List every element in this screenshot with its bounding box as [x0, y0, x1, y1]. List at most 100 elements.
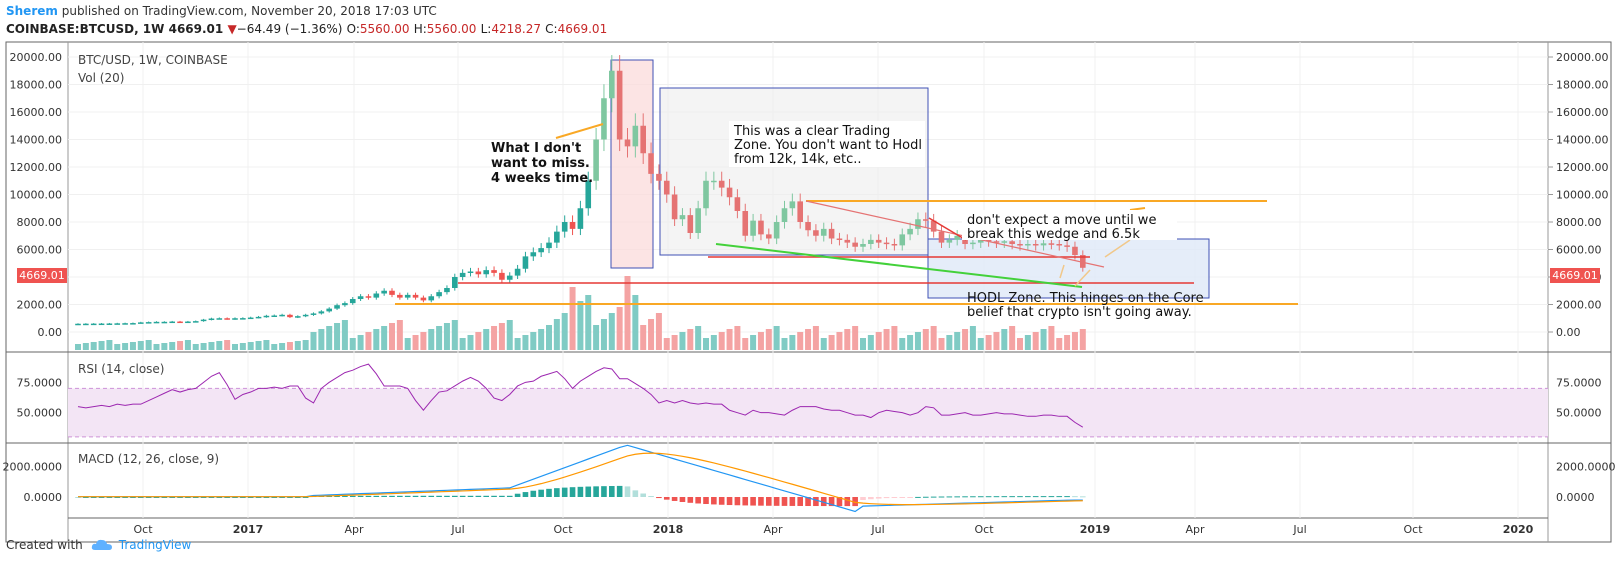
macd-pane: 2000.0000 2000.0000 0.0000 0.0000 [3, 444, 1616, 513]
candle-body [577, 208, 584, 229]
candle-body [153, 321, 160, 324]
volume-bar [710, 335, 717, 350]
volume-bar [381, 326, 388, 350]
macd-axis-tick: 2000.0000 [3, 461, 63, 474]
candle-body [138, 322, 144, 324]
candle-body [75, 323, 81, 326]
time-axis-tick: Apr [1185, 523, 1205, 536]
volume-bar [750, 335, 757, 350]
candle-body [703, 180, 709, 209]
time-axis: Oct 2017 Apr Jul Oct 2018 Apr Jul Oct 2019 Apr Jul O… [133, 523, 1533, 536]
candle-body [569, 222, 576, 229]
candle-body [404, 294, 411, 298]
volume-bar [695, 326, 702, 350]
volume-bar [1071, 332, 1078, 350]
macd-histogram-bar [648, 496, 654, 498]
time-axis-tick: 2017 [233, 523, 264, 536]
candle-body [773, 222, 780, 239]
candle-body [883, 242, 890, 245]
macd-histogram-bar [263, 497, 270, 498]
hodl-zone-box [927, 238, 1210, 299]
candle-body [585, 180, 592, 209]
macd-histogram-bar [232, 497, 238, 498]
candle-body [718, 180, 725, 188]
volume-bar [475, 332, 482, 350]
volume-bar [922, 329, 929, 350]
candle-body [326, 308, 332, 312]
candle-body [663, 180, 670, 195]
candle-body [970, 242, 976, 245]
volume-bar [985, 335, 992, 350]
macd-histogram-bar [499, 495, 505, 497]
candle-body [106, 323, 113, 325]
volume-bar [1001, 329, 1008, 350]
macd-histogram-bar [671, 497, 678, 501]
macd-histogram-bar [773, 497, 780, 506]
low-label: L: [480, 22, 492, 36]
volume-bar [993, 332, 1000, 350]
author-link[interactable]: Sherem [6, 4, 58, 18]
left-axis-tick: 18000.00 [10, 79, 63, 92]
macd-histogram-bar [726, 497, 733, 506]
macd-histogram-bar [444, 495, 450, 497]
price-badge-left [17, 268, 67, 283]
volume-bar [75, 344, 81, 350]
time-axis-tick: Apr [344, 523, 364, 536]
macd-histogram-bar [844, 497, 851, 507]
candle-body [318, 311, 325, 314]
volume-bar [177, 341, 184, 350]
macd-histogram-bar [828, 497, 835, 507]
macd-histogram-bar [805, 497, 811, 507]
candle-body [145, 322, 152, 324]
macd-histogram-bar [687, 497, 694, 503]
macd-histogram-bar [593, 486, 599, 497]
macd-histogram-bar [868, 497, 874, 500]
high-label: H: [413, 22, 427, 36]
candle-body [279, 314, 285, 317]
annotation-wedge-line1: don't expect a move until we [967, 213, 1156, 228]
macd-histogram-bar [349, 495, 356, 497]
macd-histogram-bar [373, 495, 380, 497]
candle-body [452, 277, 458, 288]
candle-body [561, 222, 568, 232]
rsi-legend: RSI (14, close) [78, 362, 164, 376]
annotation-lines [395, 123, 1298, 305]
macd-histogram-bar [554, 488, 560, 497]
volume-bar [585, 295, 592, 350]
candle-body [522, 256, 529, 269]
macd-histogram-bar [342, 495, 348, 497]
annotation-hodl-line1: HODL Zone. This hinges on the Core [967, 291, 1204, 306]
annotation-texts: What I don't want to miss. 4 weeks time.… [491, 121, 1204, 320]
macd-legend: MACD (12, 26, close, 9) [78, 452, 219, 466]
volume-bar [593, 325, 600, 350]
left-axis-tick: 8000.00 [17, 216, 63, 229]
candle-body [726, 187, 733, 198]
macd-histogram-bar [459, 495, 466, 497]
volume-bar [122, 343, 129, 350]
volume-bar [145, 340, 152, 350]
volume-bar [530, 332, 537, 350]
macd-histogram-bar [585, 486, 592, 497]
down-arrow-icon: ▼ [227, 22, 237, 36]
tradingview-link[interactable]: TradingView [118, 538, 192, 552]
macd-histogram-bar [1072, 496, 1078, 498]
candle-body [412, 294, 419, 298]
volume-bar [812, 326, 819, 350]
volume-bar [867, 335, 874, 350]
volume-bar [600, 319, 607, 350]
candle-body [836, 238, 843, 240]
candle-body [954, 235, 960, 240]
macd-histogram-bar [161, 497, 168, 498]
candle-body [985, 239, 992, 242]
volume-bar [671, 335, 678, 350]
macd-histogram-bar [208, 497, 215, 498]
macd-histogram-bar [1064, 496, 1070, 498]
candle-body [491, 270, 497, 273]
macd-histogram-bar [1032, 496, 1039, 498]
annotation-trading-line1: This was a clear Trading [733, 124, 890, 139]
candle-body [1025, 244, 1031, 246]
volume-bar [200, 343, 207, 350]
macd-histogram-bar [1009, 496, 1015, 498]
macd-histogram-bar [1025, 496, 1031, 498]
